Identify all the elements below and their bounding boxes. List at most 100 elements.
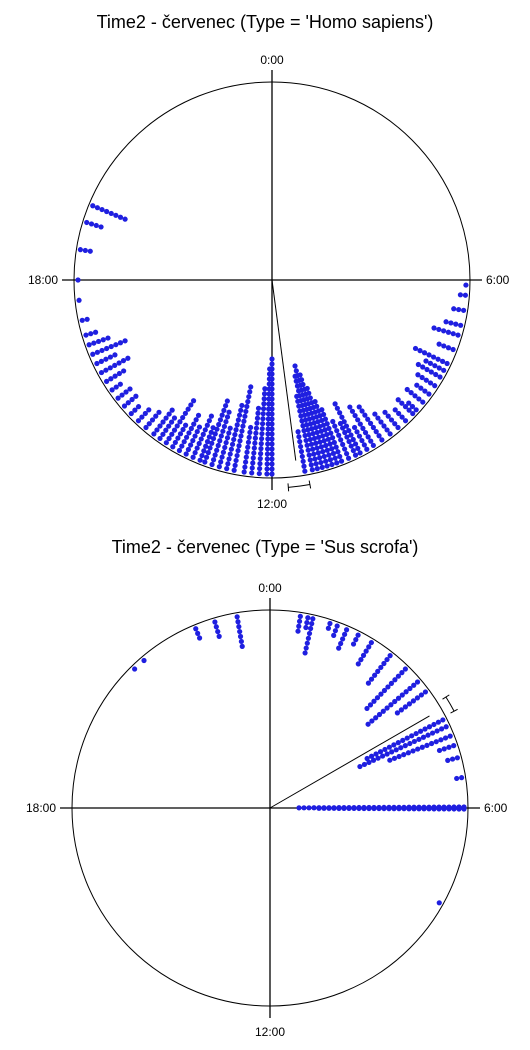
data-point	[236, 443, 242, 449]
data-point	[324, 421, 330, 427]
data-point	[361, 761, 368, 768]
data-point	[443, 724, 449, 730]
data-point	[395, 397, 401, 403]
data-point	[387, 653, 393, 659]
data-point	[388, 680, 395, 686]
data-point	[416, 396, 422, 402]
data-point	[166, 411, 172, 417]
data-point	[357, 421, 363, 427]
data-point	[194, 428, 200, 435]
data-point	[392, 698, 398, 705]
data-point	[350, 447, 356, 454]
data-point	[239, 643, 245, 649]
data-point	[402, 666, 408, 672]
data-point	[208, 413, 214, 419]
data-point	[90, 351, 96, 357]
data-point	[295, 429, 301, 435]
data-point	[407, 740, 413, 747]
data-point	[451, 806, 457, 812]
data-point	[406, 407, 412, 413]
data-point	[254, 420, 260, 426]
circular-plot-sus-scrofa: Time2 - červenec (Type = 'Sus scrofa') 0…	[0, 525, 530, 1050]
data-point	[120, 358, 127, 364]
data-point	[203, 443, 209, 449]
data-point	[247, 429, 253, 436]
data-point	[370, 757, 377, 763]
data-point	[108, 210, 114, 217]
data-point	[378, 664, 384, 671]
data-point	[235, 619, 241, 625]
data-point	[245, 439, 252, 445]
data-point	[346, 427, 352, 434]
data-point	[216, 421, 222, 428]
data-point	[125, 355, 131, 361]
data-point	[258, 446, 264, 452]
data-point	[336, 432, 342, 438]
data-point	[352, 441, 359, 447]
data-point	[259, 431, 265, 437]
data-point	[314, 403, 320, 409]
data-point	[335, 449, 341, 455]
data-point	[154, 427, 160, 433]
data-point	[264, 461, 270, 467]
data-point	[253, 430, 259, 436]
data-point	[234, 422, 240, 428]
data-point	[190, 398, 197, 404]
data-point	[421, 806, 427, 812]
data-point	[269, 466, 275, 472]
data-point	[388, 702, 394, 708]
data-point	[356, 805, 362, 812]
data-point	[269, 361, 275, 367]
data-point	[246, 434, 252, 440]
data-point	[336, 645, 342, 651]
data-point	[312, 456, 318, 462]
data-point	[244, 449, 250, 455]
data-point	[176, 447, 183, 454]
data-point	[242, 464, 248, 470]
data-point	[430, 354, 437, 360]
data-point	[260, 411, 266, 417]
data-point	[241, 418, 247, 424]
data-point	[380, 708, 386, 714]
data-point	[242, 413, 248, 419]
data-point	[302, 468, 308, 474]
data-point	[98, 358, 105, 364]
data-point	[212, 619, 218, 625]
data-point	[436, 326, 442, 333]
data-point	[243, 454, 249, 460]
data-point	[445, 329, 452, 335]
data-point	[350, 641, 357, 647]
data-point	[392, 677, 398, 683]
data-point	[344, 451, 350, 457]
data-point	[261, 396, 267, 402]
data-point	[391, 742, 397, 748]
data-point	[246, 394, 252, 400]
data-point	[369, 718, 375, 724]
data-point	[363, 648, 369, 654]
data-point	[269, 426, 275, 432]
data-point	[269, 461, 275, 467]
data-point	[355, 632, 361, 638]
data-point	[129, 396, 135, 403]
data-point	[427, 380, 434, 386]
data-point	[306, 805, 312, 811]
data-point	[424, 366, 430, 373]
data-point	[226, 456, 232, 462]
data-point	[399, 670, 405, 676]
data-point	[331, 632, 337, 638]
data-point	[447, 733, 453, 739]
data-point	[396, 806, 402, 812]
data-point	[422, 726, 428, 732]
data-point	[415, 746, 421, 752]
data-point	[304, 442, 310, 448]
data-point	[395, 740, 401, 746]
data-point	[141, 657, 147, 664]
data-point	[317, 439, 323, 445]
data-point	[416, 806, 422, 812]
data-point	[200, 431, 206, 437]
data-point	[431, 721, 437, 728]
data-point	[77, 247, 83, 253]
data-point	[86, 342, 92, 348]
data-point	[306, 432, 312, 438]
data-point	[252, 435, 258, 441]
